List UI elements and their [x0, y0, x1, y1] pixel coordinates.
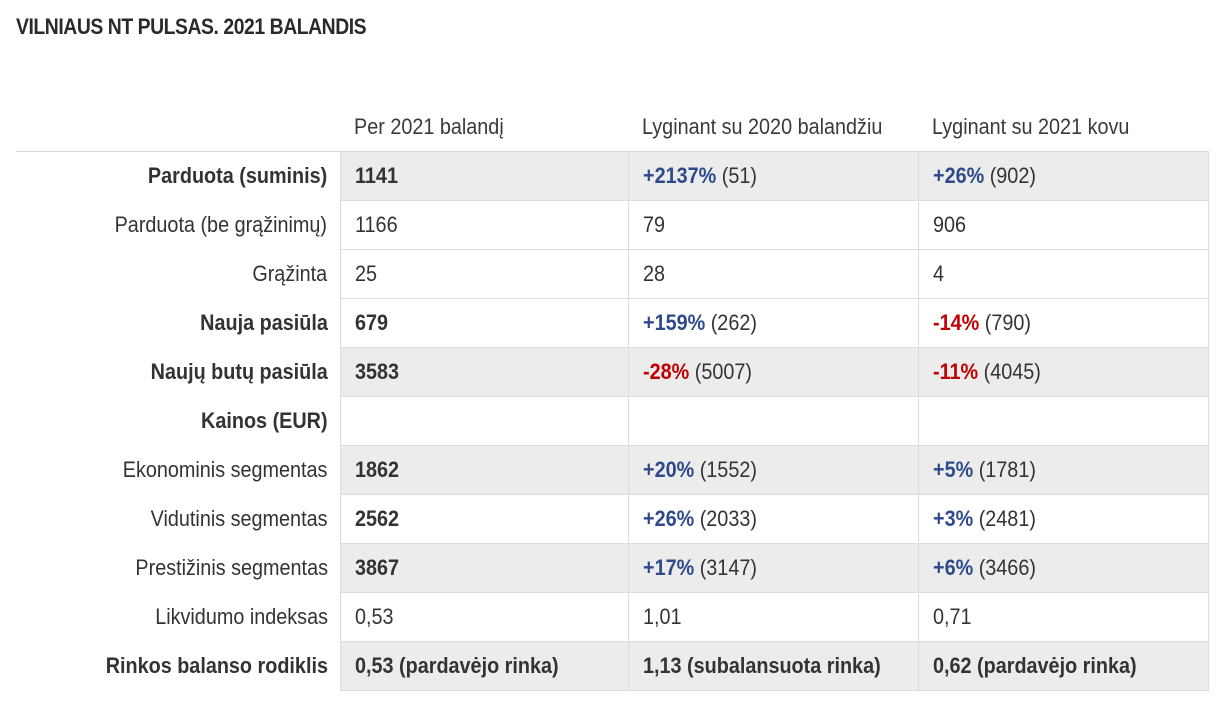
table-cell: 4 — [917, 249, 1209, 299]
table-cell: +26% (2033) — [627, 494, 918, 544]
table-cell: 1166 — [339, 200, 628, 250]
table-cell: 679 — [339, 298, 628, 348]
table-row: Likvidumo indeksas 0,53 1,01 0,71 — [16, 592, 1209, 642]
table-cell: -14% (790) — [917, 298, 1209, 348]
table-cell: +2137% (51) — [627, 151, 918, 201]
row-label: Kainos (EUR) — [200, 408, 328, 433]
change-percent: +26% — [932, 163, 984, 188]
table-row: Parduota (be grąžinimų) 1166 79 906 — [16, 200, 1209, 250]
table-cell: 0,71 — [917, 592, 1209, 642]
reference-value: (1781) — [972, 457, 1036, 482]
table-cell: 0,62 (pardavėjo rinka) — [917, 641, 1209, 691]
column-header-label — [16, 103, 340, 152]
reference-value: (2033) — [693, 506, 757, 531]
table-cell: 1862 — [339, 445, 628, 495]
row-label: Vidutinis segmentas — [150, 506, 328, 531]
change-percent: +6% — [932, 555, 973, 580]
table-cell: 2562 — [339, 494, 628, 544]
table-row: Parduota (suminis) 1141 +2137% (51) +26% (9… — [16, 151, 1209, 201]
table-cell — [339, 396, 628, 446]
reference-value: (3147) — [693, 555, 757, 580]
table-row: Prestižinis segmentas 3867 +17% (3147) +6% … — [16, 543, 1209, 593]
table-cell: 1,01 — [627, 592, 918, 642]
change-percent: +159% — [642, 310, 705, 335]
column-header-yoy: Lyginant su 2020 balandžiu — [628, 103, 918, 152]
table-row: Kainos (EUR) — [16, 396, 1209, 446]
reference-value: (902) — [983, 163, 1036, 188]
table-cell — [917, 396, 1209, 446]
table-cell: +26% (902) — [917, 151, 1209, 201]
row-label: Rinkos balanso rodiklis — [105, 653, 328, 678]
table-cell: +159% (262) — [627, 298, 918, 348]
table-cell: +3% (2481) — [917, 494, 1209, 544]
page-title: VILNIAUS NT PULSAS. 2021 BALANDIS — [16, 14, 367, 39]
table-cell: +17% (3147) — [627, 543, 918, 593]
reference-value: (790) — [978, 310, 1031, 335]
change-percent: +2137% — [642, 163, 716, 188]
table-row: Nauja pasiūla 679 +159% (262) -14% (790) — [16, 298, 1209, 348]
reference-value: (4045) — [977, 359, 1041, 384]
table-row: Naujų butų pasiūla 3583 -28% (5007) -11% (4… — [16, 347, 1209, 397]
change-percent: -28% — [642, 359, 689, 384]
reference-value: (1552) — [693, 457, 757, 482]
table-cell: 3583 — [339, 347, 628, 397]
table-row: Vidutinis segmentas 2562 +26% (2033) +3% (2… — [16, 494, 1209, 544]
table-cell: 79 — [627, 200, 918, 250]
change-percent: +17% — [642, 555, 694, 580]
table-cell: 25 — [339, 249, 628, 299]
table-cell — [627, 396, 918, 446]
reference-value: (5007) — [688, 359, 752, 384]
row-label: Grąžinta — [252, 261, 328, 286]
change-percent: +3% — [932, 506, 973, 531]
change-percent: +26% — [642, 506, 694, 531]
column-header-mom: Lyginant su 2021 kovu — [918, 103, 1208, 152]
reference-value: (51) — [715, 163, 757, 188]
row-label: Naujų butų pasiūla — [150, 359, 328, 384]
table-cell: 0,53 — [339, 592, 628, 642]
table-cell: +5% (1781) — [917, 445, 1209, 495]
table-cell: -28% (5007) — [627, 347, 918, 397]
table-cell: 1,13 (subalansuota rinka) — [627, 641, 918, 691]
row-label: Nauja pasiūla — [199, 310, 328, 335]
table-cell: +6% (3466) — [917, 543, 1209, 593]
table-cell: 28 — [627, 249, 918, 299]
table-cell: 906 — [917, 200, 1209, 250]
table-cell: +20% (1552) — [627, 445, 918, 495]
change-percent: +5% — [932, 457, 973, 482]
reference-value: (262) — [704, 310, 757, 335]
table-cell: -11% (4045) — [917, 347, 1209, 397]
table-row: Rinkos balanso rodiklis 0,53 (pardavėjo r… — [16, 641, 1209, 691]
row-label: Prestižinis segmentas — [134, 555, 328, 580]
change-percent: +20% — [642, 457, 694, 482]
change-percent: -11% — [932, 359, 978, 384]
column-header-current: Per 2021 balandį — [340, 103, 628, 152]
reference-value: (3466) — [972, 555, 1036, 580]
market-table: Per 2021 balandį Lyginant su 2020 baland… — [16, 103, 1209, 691]
row-label: Likvidumo indeksas — [154, 604, 328, 629]
table-header-row: Per 2021 balandį Lyginant su 2020 baland… — [16, 103, 1208, 152]
reference-value: (2481) — [972, 506, 1036, 531]
table-row: Ekonominis segmentas 1862 +20% (1552) +5% (… — [16, 445, 1209, 495]
table-cell: 3867 — [339, 543, 628, 593]
table-cell: 0,53 (pardavėjo rinka) — [339, 641, 628, 691]
table-cell: 1141 — [339, 151, 628, 201]
table-row: Grąžinta 25 28 4 — [16, 249, 1209, 299]
row-label: Parduota (be grąžinimų) — [115, 212, 328, 237]
row-label: Ekonominis segmentas — [122, 457, 328, 482]
row-label: Parduota (suminis) — [148, 163, 328, 189]
change-percent: -14% — [932, 310, 979, 335]
